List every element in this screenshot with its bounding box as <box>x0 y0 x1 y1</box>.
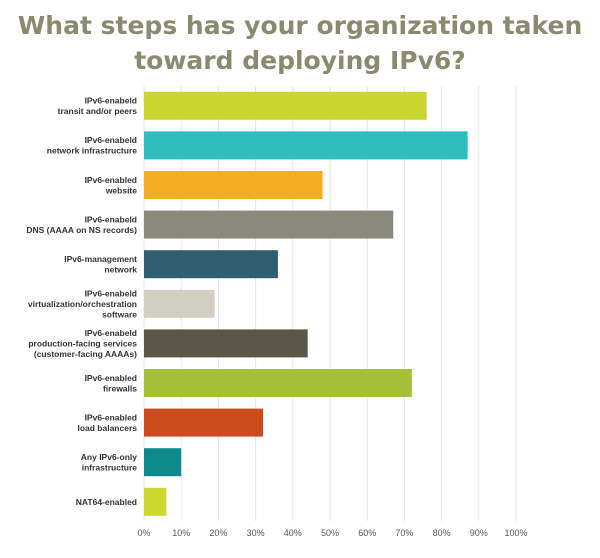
bar <box>144 448 182 477</box>
x-tick-label: 90% <box>470 528 488 538</box>
bar <box>144 289 215 318</box>
bar <box>144 408 264 437</box>
x-tick-label: 70% <box>395 528 413 538</box>
category-label: IPv6-management network <box>64 254 137 275</box>
x-tick-label: 100% <box>504 528 527 538</box>
bar <box>144 487 167 516</box>
category-label-layer: IPv6-enabeld transit and/or peers IPv6-ena… <box>26 96 137 507</box>
category-label: IPv6-enabeld production-facing services (c… <box>28 328 137 359</box>
category-label: NAT64-enabled <box>76 497 137 507</box>
x-tick-label: 80% <box>433 528 451 538</box>
category-label: IPv6-enabled website <box>85 175 138 196</box>
bar <box>144 171 323 199</box>
category-label: IPv6-enabled load balancers <box>77 412 137 433</box>
bar-layer <box>144 91 468 516</box>
category-label: IPv6-enabeld DNS (AAAA on NS records) <box>26 214 137 235</box>
category-label: IPv6-enabeld virtualization/orchestration… <box>28 288 137 319</box>
category-label: IPv6-enabeld transit and/or peers <box>58 96 138 117</box>
category-label: IPv6-enabeld network infrastructure <box>47 135 137 156</box>
x-tick-label: 0% <box>137 528 150 538</box>
bar <box>144 369 412 397</box>
x-tick-label: 50% <box>321 528 339 538</box>
category-label: IPv6-enabled firewalls <box>85 373 138 394</box>
x-tick-layer: 0% 10% 20% 30% 40% 50% 60% 70% 80% 90% 100% <box>137 528 527 538</box>
bar <box>144 250 278 279</box>
x-tick-label: 20% <box>209 528 227 538</box>
bar <box>144 91 427 120</box>
chart-title: What steps has your organization taken t… <box>17 11 583 75</box>
category-label: Any IPv6-only infrastructure <box>81 452 137 473</box>
x-tick-label: 60% <box>358 528 376 538</box>
x-tick-label: 30% <box>247 528 265 538</box>
bar <box>144 329 308 358</box>
x-tick-label: 10% <box>172 528 190 538</box>
bar <box>144 131 468 160</box>
bar <box>144 210 394 239</box>
x-tick-label: 40% <box>284 528 302 538</box>
